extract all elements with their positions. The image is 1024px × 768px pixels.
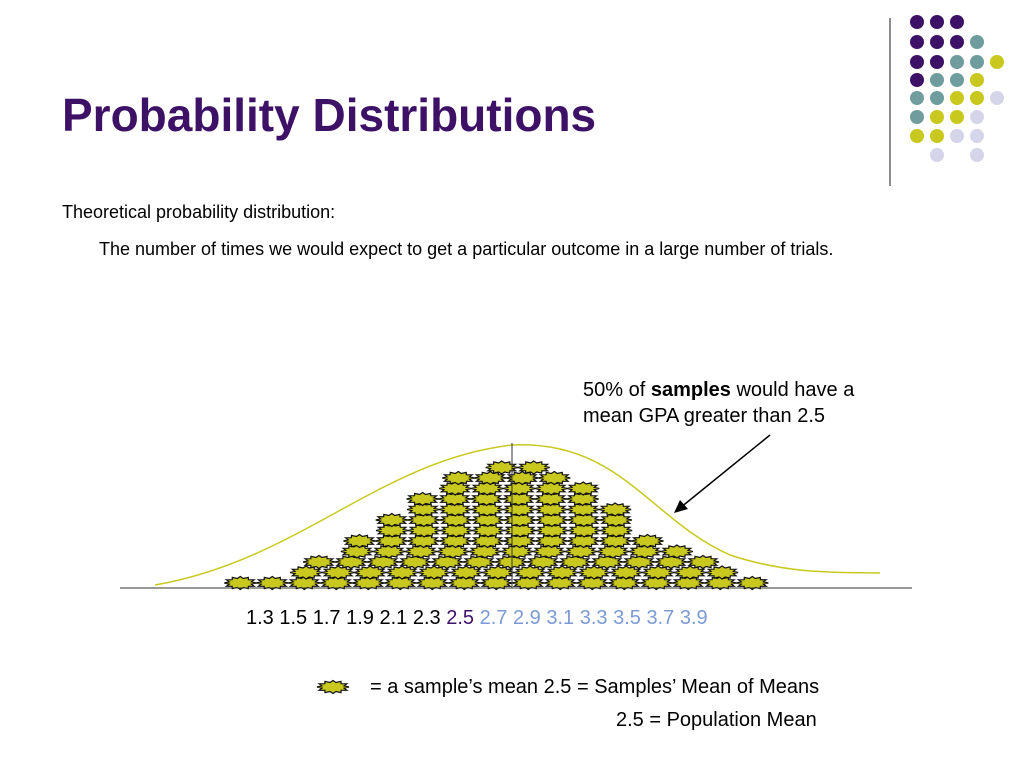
decor-dot bbox=[930, 91, 944, 105]
decor-dot bbox=[910, 55, 924, 69]
decor-dot bbox=[910, 15, 924, 29]
decor-dot bbox=[970, 110, 984, 124]
sample-pile bbox=[224, 460, 769, 591]
axis-label: 3.1 bbox=[546, 607, 575, 629]
curve bbox=[154, 444, 881, 586]
sample-marker bbox=[736, 575, 769, 591]
definition: The number of times we would expect to g… bbox=[99, 239, 834, 259]
axis-label: 3.5 bbox=[613, 607, 641, 629]
annotation: 50% of samples would have a mean GPA gre… bbox=[583, 377, 903, 429]
sample-marker bbox=[535, 512, 568, 528]
sample-marker bbox=[404, 544, 438, 559]
sample-marker bbox=[705, 565, 739, 580]
decor-dot bbox=[970, 55, 984, 69]
arrow-head bbox=[674, 500, 688, 513]
decor-dot bbox=[950, 110, 964, 124]
sample-marker bbox=[599, 512, 632, 528]
sample-marker bbox=[372, 544, 406, 559]
decor-dots bbox=[910, 15, 1004, 162]
sample-marker bbox=[538, 470, 571, 486]
decor-dot bbox=[970, 35, 984, 49]
legend-marker bbox=[316, 679, 350, 695]
sample-marker bbox=[407, 512, 440, 528]
decor-dot bbox=[970, 91, 984, 105]
sample-marker bbox=[567, 481, 600, 496]
decor-dot bbox=[910, 35, 924, 49]
title: Probability Distributions bbox=[62, 89, 597, 141]
legend-line: = a sample’s mean 2.5 = Samples’ Mean of… bbox=[370, 676, 820, 698]
axis-label: 3.3 bbox=[579, 607, 608, 629]
sample-marker bbox=[567, 512, 600, 528]
sample-marker bbox=[316, 679, 350, 695]
axis-label: 1.9 bbox=[346, 607, 374, 629]
decor-dot bbox=[970, 73, 984, 87]
sample-marker bbox=[660, 544, 694, 559]
decor-dot bbox=[930, 15, 944, 29]
axis-label: 2.5 bbox=[446, 607, 475, 629]
decor-dot bbox=[950, 15, 964, 29]
sample-marker bbox=[631, 533, 664, 549]
heading: Theoretical probability distribution: bbox=[62, 202, 336, 222]
sample-marker bbox=[340, 544, 374, 559]
decor-dot bbox=[950, 55, 964, 69]
decor-dot bbox=[910, 73, 924, 87]
decor-dot bbox=[950, 91, 964, 105]
annotation-text: would have a mean GPA greater than 2.5 bbox=[583, 379, 855, 427]
arrow bbox=[679, 434, 771, 509]
sample-marker bbox=[471, 512, 504, 528]
sample-marker bbox=[343, 533, 376, 549]
axis-labels: 1.3 1.5 1.7 1.9 2.1 2.3 2.5 2.7 2.9 3.1 … bbox=[246, 607, 708, 630]
decor-dot bbox=[910, 129, 924, 143]
sample-marker bbox=[406, 491, 439, 507]
sample-marker bbox=[532, 544, 566, 559]
sample-marker bbox=[686, 554, 720, 570]
decor-dot bbox=[930, 35, 944, 49]
decor-dot bbox=[930, 110, 944, 124]
decor-dot bbox=[910, 110, 924, 124]
sample-marker bbox=[485, 460, 518, 475]
decor-dot bbox=[930, 148, 944, 162]
decor-dot bbox=[950, 73, 964, 87]
sample-marker bbox=[375, 512, 408, 528]
decor-dot bbox=[990, 55, 1004, 69]
axis-label: 1.7 bbox=[312, 607, 341, 629]
sample-marker bbox=[598, 502, 632, 517]
axis-label: 2.1 bbox=[379, 607, 408, 629]
axis-label: 1.5 bbox=[279, 607, 308, 629]
decor-dot bbox=[970, 129, 984, 143]
sample-marker bbox=[256, 575, 289, 591]
annotation-text: 50% of bbox=[583, 379, 646, 401]
sample-marker bbox=[500, 544, 534, 559]
sample-marker bbox=[439, 512, 472, 528]
sample-marker bbox=[517, 460, 550, 475]
decor-dot bbox=[990, 91, 1004, 105]
sample-marker bbox=[224, 575, 257, 591]
sample-marker bbox=[436, 544, 470, 559]
decor-dot bbox=[950, 35, 964, 49]
axis-label: 3.9 bbox=[679, 607, 708, 629]
decor-dot bbox=[930, 55, 944, 69]
sample-marker bbox=[442, 470, 475, 486]
decor-dot bbox=[950, 129, 964, 143]
axis-label: 3.7 bbox=[646, 607, 675, 629]
sample-marker bbox=[302, 554, 336, 570]
decor-dot bbox=[910, 91, 924, 105]
decor-dot bbox=[930, 129, 944, 143]
axis-label: 2.7 bbox=[479, 607, 508, 629]
decor-dot bbox=[970, 148, 984, 162]
axis-label: 2.3 bbox=[412, 607, 441, 629]
sample-marker bbox=[628, 544, 662, 559]
annotation-bold: samples bbox=[650, 379, 731, 401]
sample-marker bbox=[564, 544, 598, 559]
axis-label: 1.3 bbox=[246, 607, 274, 629]
sample-marker bbox=[596, 544, 630, 559]
decor-dot bbox=[930, 73, 944, 87]
sample-marker bbox=[468, 544, 502, 559]
axis-label: 2.9 bbox=[513, 607, 541, 629]
legend-line: 2.5 = Population Mean bbox=[616, 709, 817, 731]
